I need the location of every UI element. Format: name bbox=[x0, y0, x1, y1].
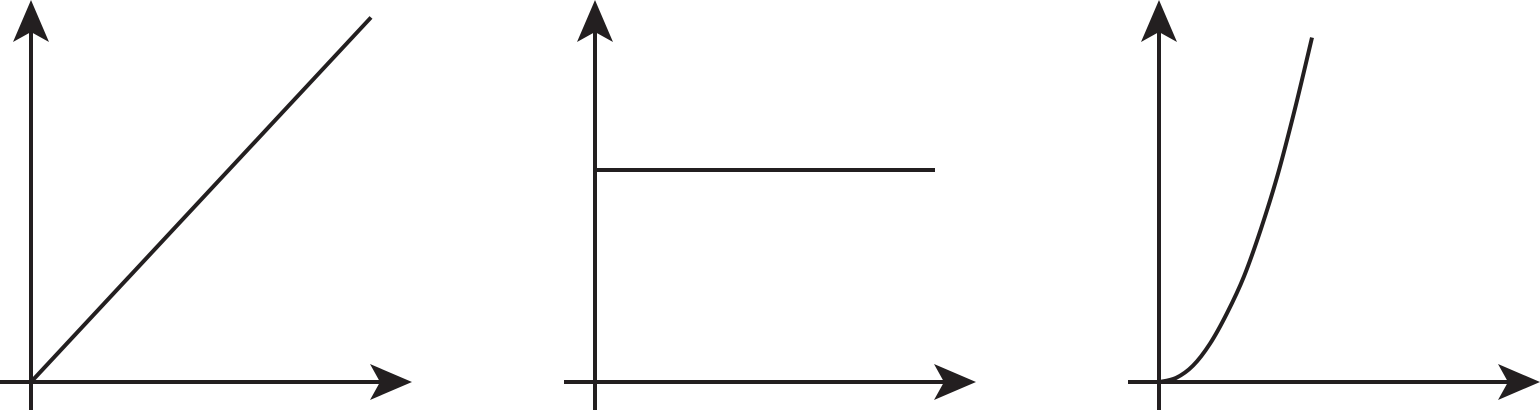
series-line-1 bbox=[1158, 37, 1314, 384]
chart-constant bbox=[564, 0, 976, 410]
series-line-1 bbox=[29, 16, 373, 384]
x-axis-arrowhead bbox=[370, 364, 412, 400]
y-axis-arrowhead bbox=[1141, 0, 1177, 42]
chart-quadratic bbox=[1128, 0, 1540, 410]
chart-linear bbox=[0, 0, 412, 410]
axes bbox=[564, 0, 976, 410]
y-axis-arrowhead bbox=[577, 0, 613, 42]
axes bbox=[0, 0, 412, 410]
series-layer bbox=[1158, 37, 1314, 384]
series-layer bbox=[29, 16, 373, 384]
axes bbox=[1128, 0, 1540, 410]
x-axis-arrowhead bbox=[1498, 364, 1540, 400]
x-axis-arrowhead bbox=[934, 364, 976, 400]
y-axis-arrowhead bbox=[13, 0, 49, 42]
